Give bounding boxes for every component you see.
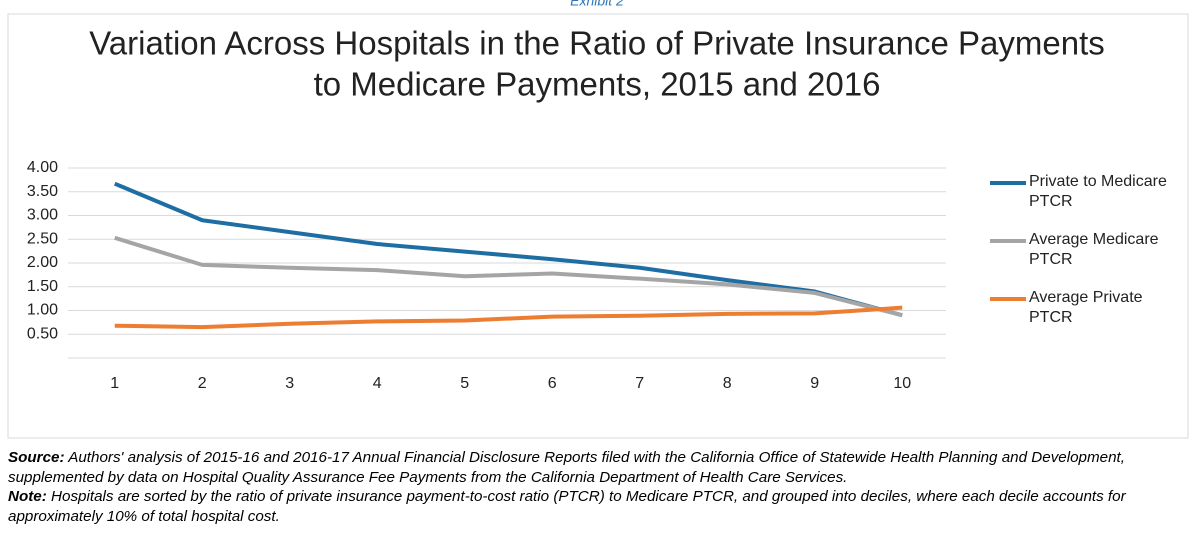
chart-title: Variation Across Hospitals in the Ratio … bbox=[89, 25, 1105, 62]
x-tick-label: 9 bbox=[810, 375, 819, 392]
x-tick-label: 3 bbox=[285, 375, 294, 392]
exhibit-label: Exhibit 2 bbox=[570, 0, 624, 9]
x-tick-label: 10 bbox=[893, 375, 911, 392]
y-tick-label: 2.50 bbox=[27, 230, 58, 247]
source-text: Authors' analysis of 2015-16 and 2016-17… bbox=[8, 449, 1125, 486]
notes: Source: Authors' analysis of 2015-16 and… bbox=[8, 448, 1195, 526]
y-tick-label: 1.00 bbox=[27, 302, 58, 319]
source-label: Source: bbox=[8, 449, 65, 466]
x-tick-label: 6 bbox=[548, 375, 557, 392]
y-tick-label: 3.00 bbox=[27, 207, 58, 224]
legend: Private to Medicare PTCR Average Medicare… bbox=[990, 172, 1190, 346]
source-note: Source: Authors' analysis of 2015-16 and… bbox=[8, 448, 1195, 487]
x-tick-label: 4 bbox=[373, 375, 382, 392]
legend-item: Average Medicare PTCR bbox=[990, 230, 1190, 288]
legend-swatch bbox=[990, 181, 1026, 185]
chart: Exhibit 2 Variation Across Hospitals in … bbox=[7, 0, 1189, 439]
series-line bbox=[114, 235, 903, 318]
legend-label: Average Medicare PTCR bbox=[1029, 231, 1159, 268]
series-line bbox=[113, 181, 903, 318]
y-tick-label: 0.50 bbox=[27, 325, 58, 342]
x-tick-label: 5 bbox=[460, 375, 469, 392]
y-tick-label: 3.50 bbox=[27, 183, 58, 200]
y-tick-label: 4.00 bbox=[27, 159, 58, 176]
y-tick-label: 1.50 bbox=[27, 278, 58, 295]
legend-swatch bbox=[990, 239, 1026, 243]
legend-item: Average Private PTCR bbox=[990, 288, 1190, 346]
x-tick-label: 8 bbox=[723, 375, 732, 392]
note-label: Note: bbox=[8, 488, 47, 505]
chart-subtitle: to Medicare Payments, 2015 and 2016 bbox=[314, 66, 881, 103]
legend-label: Private to Medicare PTCR bbox=[1029, 173, 1167, 210]
legend-item: Private to Medicare PTCR bbox=[990, 172, 1190, 230]
y-tick-label: 2.00 bbox=[27, 254, 58, 271]
x-tick-label: 7 bbox=[635, 375, 644, 392]
chart-frame bbox=[7, 13, 1189, 439]
note: Note: Hospitals are sorted by the ratio … bbox=[8, 487, 1195, 526]
x-tick-label: 1 bbox=[110, 375, 119, 392]
series-line bbox=[114, 305, 903, 330]
legend-label: Average Private PTCR bbox=[1029, 289, 1143, 326]
note-text: Hospitals are sorted by the ratio of pri… bbox=[8, 488, 1126, 525]
x-tick-label: 2 bbox=[198, 375, 207, 392]
legend-swatch bbox=[990, 297, 1026, 301]
